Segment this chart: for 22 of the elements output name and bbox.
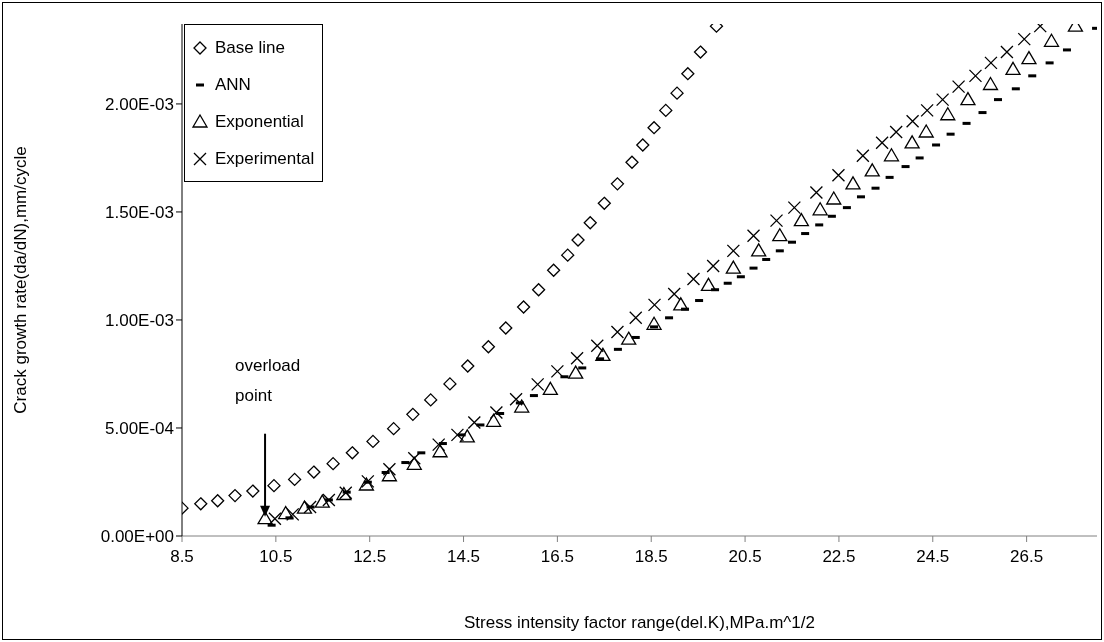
y-axis-title: Crack growth rate(da/dN),mm/cycle [11,146,31,414]
x-tick-label: 26.5 [1010,547,1044,567]
x-tick-label: 24.5 [916,547,950,567]
legend-label: Base line [215,37,285,59]
x-tick-label: 20.5 [728,547,762,567]
x-tick-label: 8.5 [170,547,194,567]
y-tick-label: 1.50E-03 [105,202,174,222]
x-tick-label: 12.5 [353,547,387,567]
x-tick-label: 18.5 [634,547,668,567]
legend-label: Experimental [215,148,315,170]
y-tick-label: 5.00E-04 [105,419,174,439]
y-tick-label: 2.00E-03 [105,94,174,114]
y-tick-label: 0.00E+00 [100,527,174,547]
annotation: overload point [235,355,301,405]
x-tick-label: 16.5 [540,547,574,567]
x-axis-title: Stress intensity factor range(del.K),MPa.m^1/2 [464,613,815,632]
legend-label: ANN [215,74,251,96]
x-tick-label: 22.5 [822,547,856,567]
legend-label: Exponential [215,111,304,133]
x-tick-label: 10.5 [259,547,293,567]
y-tick-label: 1.00E-03 [105,311,174,330]
x-tick-label: 14.5 [446,547,481,567]
